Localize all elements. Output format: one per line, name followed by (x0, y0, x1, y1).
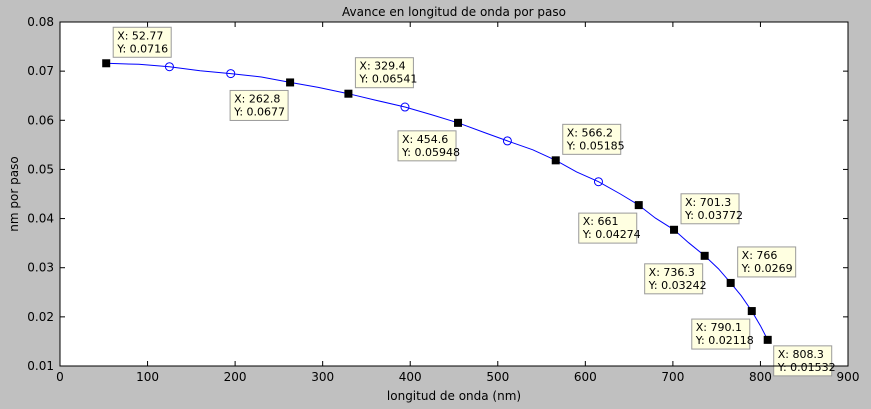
x-tick-label: 800 (749, 370, 772, 384)
datatip-marker (670, 225, 679, 234)
datatip: X: 808.3Y: 0.01532 (763, 335, 836, 377)
datatip-y-text: Y: 0.01532 (777, 361, 836, 374)
x-axis-title: longitud de onda (nm) (387, 389, 521, 403)
x-tick-label: 600 (574, 370, 597, 384)
ticks-layer: 0 100 200 300 400 500 600 700 800 900 0.01 0.02 0.03… (27, 15, 859, 384)
datatip: X: 262.8Y: 0.0677 (229, 78, 295, 121)
y-tick-label: 0.08 (27, 15, 54, 29)
datatip-y-text: Y: 0.03772 (684, 209, 743, 222)
series-line (106, 62, 769, 341)
plot-area (106, 62, 769, 341)
x-tick-label: 500 (486, 370, 509, 384)
datatip-box (773, 345, 833, 377)
datatip-x-text: X: 808.3 (778, 348, 824, 361)
x-tick-label: 700 (661, 370, 684, 384)
datatip-y-text: Y: 0.02118 (695, 334, 754, 347)
datatip-x-text: X: 736.3 (649, 266, 695, 279)
datatip: X: 566.2Y: 0.05185 (551, 123, 625, 165)
datatip-box (112, 26, 172, 58)
datatip: X: 790.1Y: 0.02118 (691, 307, 756, 350)
y-tick-label: 0.06 (27, 113, 54, 127)
datatip-x-text: X: 566.2 (567, 126, 613, 139)
open-marker (400, 102, 410, 112)
datatip: X: 329.4Y: 0.06541 (344, 57, 417, 98)
datatip-marker (102, 59, 111, 68)
datatip-box (397, 130, 457, 162)
datatip-y-text: Y: 0.05185 (566, 139, 625, 152)
x-tick-label: 200 (224, 370, 247, 384)
open-marker (502, 136, 512, 146)
axes-frame (59, 21, 849, 367)
datatip-x-text: X: 661 (583, 215, 619, 228)
y-tick-label: 0.03 (27, 261, 54, 275)
datatip-marker (344, 89, 353, 98)
x-tick-label: 0 (56, 370, 64, 384)
datatip-y-text: Y: 0.0716 (116, 42, 168, 55)
y-tick-label: 0.02 (27, 310, 54, 324)
datatip-marker (700, 251, 709, 260)
datatip-marker (454, 118, 463, 127)
datatip-marker (747, 307, 756, 316)
open-marker (593, 177, 603, 187)
datatips-layer: X: 52.77Y: 0.0716 X: 262.8Y: 0.0677 X: 329… (102, 26, 836, 377)
y-tick-label: 0.04 (27, 212, 54, 226)
y-axis-title: nm por paso (7, 156, 21, 231)
open-marker (164, 62, 174, 72)
datatip-box (644, 263, 704, 295)
datatip: X: 701.3Y: 0.03772 (670, 193, 743, 234)
datatip-y-text: Y: 0.06541 (358, 73, 417, 86)
datatip-x-text: X: 262.8 (234, 92, 280, 105)
datatip-marker (286, 78, 295, 87)
datatip-box (691, 318, 751, 350)
datatip-x-text: X: 52.77 (117, 29, 163, 42)
datatip-y-text: Y: 0.04274 (582, 228, 641, 241)
datatip-y-text: Y: 0.0269 (741, 262, 793, 275)
y-tick-label: 0.01 (27, 359, 54, 373)
datatip-x-text: X: 454.6 (402, 133, 448, 146)
datatip-box (578, 212, 638, 244)
x-tick-label: 100 (136, 370, 159, 384)
datatip-box (229, 89, 289, 121)
datatip-x-text: X: 766 (742, 249, 778, 262)
datatip-box (562, 123, 622, 155)
datatip-y-text: Y: 0.05948 (401, 146, 460, 159)
datatip-y-text: Y: 0.03242 (648, 279, 707, 292)
datatip-marker (551, 156, 560, 165)
x-tick-label: 400 (399, 370, 422, 384)
x-tick-label: 900 (837, 370, 860, 384)
datatip-y-text: Y: 0.0677 (233, 105, 285, 118)
y-tick-label: 0.05 (27, 162, 54, 176)
x-tick-label: 300 (311, 370, 334, 384)
datatip-x-text: X: 790.1 (696, 321, 742, 334)
chart-title: Avance en longitud de onda por paso (342, 5, 566, 19)
datatip-box (737, 246, 797, 278)
datatip-x-text: X: 329.4 (359, 60, 405, 73)
datatip: X: 52.77Y: 0.0716 (102, 26, 172, 68)
datatip-x-text: X: 701.3 (685, 196, 731, 209)
open-marker (226, 69, 236, 79)
datatip-marker (763, 335, 772, 344)
y-tick-label: 0.07 (27, 64, 54, 78)
datatip-box (354, 57, 414, 89)
datatip: X: 454.6Y: 0.05948 (397, 118, 463, 162)
datatip-box (680, 193, 740, 225)
datatip-marker (726, 278, 735, 287)
datatip: X: 736.3Y: 0.03242 (644, 251, 709, 295)
datatip-marker (634, 201, 643, 210)
